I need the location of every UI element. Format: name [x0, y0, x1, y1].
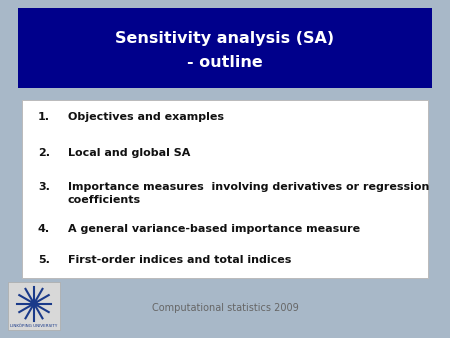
Text: 3.: 3. — [38, 182, 50, 192]
Text: First-order indices and total indices: First-order indices and total indices — [68, 255, 292, 265]
Text: - outline: - outline — [187, 55, 263, 70]
Bar — [8, 282, 60, 330]
Text: Sensitivity analysis (SA): Sensitivity analysis (SA) — [116, 31, 334, 46]
Text: A general variance-based importance measure: A general variance-based importance meas… — [68, 224, 360, 234]
Text: Local and global SA: Local and global SA — [68, 148, 190, 158]
Text: 5.: 5. — [38, 255, 50, 265]
Bar — [22, 100, 428, 278]
Circle shape — [31, 300, 37, 307]
Text: Importance measures  involving derivatives or regression
coefficients: Importance measures involving derivative… — [68, 182, 429, 205]
Text: 2.: 2. — [38, 148, 50, 158]
Text: Objectives and examples: Objectives and examples — [68, 112, 224, 122]
Text: Computational statistics 2009: Computational statistics 2009 — [152, 303, 298, 313]
Text: 4.: 4. — [38, 224, 50, 234]
Text: LINKÖPING UNIVERSITY: LINKÖPING UNIVERSITY — [10, 324, 58, 328]
Bar — [18, 8, 432, 88]
Text: 1.: 1. — [38, 112, 50, 122]
